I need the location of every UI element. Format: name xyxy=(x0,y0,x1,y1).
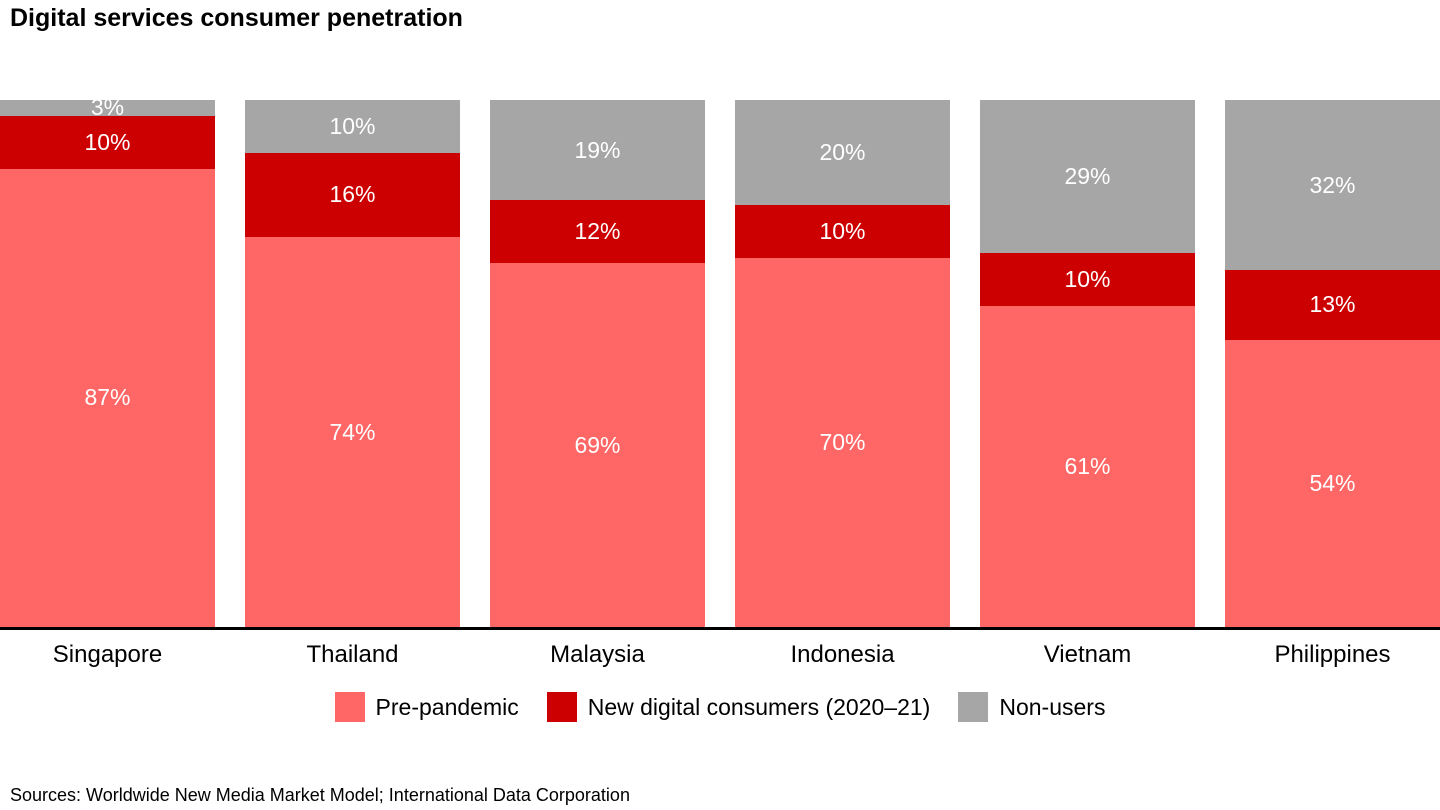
segment-value-label: 74% xyxy=(329,418,376,445)
bar-thailand: 10% 16% 74% xyxy=(245,100,460,627)
sources-note: Sources: Worldwide New Media Market Mode… xyxy=(10,785,630,805)
segment-value-label: 13% xyxy=(1309,291,1356,318)
legend-label: New digital consumers (2020–21) xyxy=(587,693,931,720)
bar-segment: 3% xyxy=(0,96,215,119)
legend-label: Pre-pandemic xyxy=(375,693,519,720)
segment-value-label: 69% xyxy=(574,431,621,458)
bar-segment: 29% xyxy=(980,100,1195,253)
category-labels-row: Singapore Thailand Malaysia Indonesia Vietna… xyxy=(0,641,1440,669)
bar-vietnam: 29% 10% 61% xyxy=(980,100,1195,627)
segment-value-label: 16% xyxy=(329,181,376,208)
category-label: Indonesia xyxy=(790,641,895,668)
category-label: Malaysia xyxy=(550,641,645,668)
segment-value-label: 20% xyxy=(819,139,866,166)
category-label: Vietnam xyxy=(1043,641,1132,668)
bar-segment: 70% xyxy=(735,258,950,627)
legend-item: Pre-pandemic xyxy=(334,692,519,722)
segment-value-label: 10% xyxy=(84,128,131,155)
segment-value-label: 87% xyxy=(84,384,131,411)
legend-item: New digital consumers (2020–21) xyxy=(546,692,931,722)
bar-segment: 32% xyxy=(1225,100,1440,271)
bar-segment: 10% xyxy=(245,100,460,153)
segment-value-label: 70% xyxy=(819,429,866,456)
bar-segment: 20% xyxy=(735,100,950,206)
legend-item: Non-users xyxy=(958,692,1105,722)
bar-segment: 12% xyxy=(490,200,705,264)
x-axis-line xyxy=(0,627,1440,630)
category-label: Thailand xyxy=(306,641,399,668)
segment-value-label: 29% xyxy=(1064,162,1111,189)
category-label: Philippines xyxy=(1274,641,1391,668)
category-label: Singapore xyxy=(52,641,163,668)
segment-value-label: 54% xyxy=(1309,469,1356,496)
bar-segment: 19% xyxy=(490,100,705,201)
segment-value-label: 61% xyxy=(1064,452,1111,479)
legend: Pre-pandemic New digital consumers (2020–… xyxy=(0,692,1440,722)
bar-segment: 61% xyxy=(980,305,1195,627)
bar-segment: 10% xyxy=(735,205,950,259)
stacked-bars-area: 3% 10% 87% 10% 16% 74% 19% 12% 69% 20% 10% 70% 29% 10… xyxy=(0,96,1440,627)
legend-label: Non-users xyxy=(999,693,1106,720)
legend-swatch xyxy=(546,692,577,722)
bar-segment: 10% xyxy=(0,115,215,169)
bar-segment: 87% xyxy=(0,168,215,627)
bar-singapore: 3% 10% 87% xyxy=(0,96,215,627)
bar-indonesia: 20% 10% 70% xyxy=(735,100,950,627)
segment-value-label: 10% xyxy=(329,112,376,139)
legend-swatch xyxy=(334,692,365,722)
bar-segment: 16% xyxy=(245,152,460,238)
bar-philippines: 32% 13% 54% xyxy=(1225,100,1440,627)
bar-segment: 69% xyxy=(490,263,705,627)
segment-value-label: 12% xyxy=(574,218,621,245)
segment-value-label: 32% xyxy=(1309,171,1356,198)
segment-value-label: 3% xyxy=(90,94,125,121)
bar-segment: 54% xyxy=(1225,339,1440,627)
bar-segment: 10% xyxy=(980,252,1195,306)
legend-swatch xyxy=(958,692,989,722)
bar-malaysia: 19% 12% 69% xyxy=(490,100,705,627)
segment-value-label: 10% xyxy=(819,218,866,245)
bar-segment: 74% xyxy=(245,237,460,627)
bar-segment: 13% xyxy=(1225,270,1440,340)
chart-title: Digital services consumer penetration xyxy=(10,4,463,32)
segment-value-label: 10% xyxy=(1064,265,1111,292)
segment-value-label: 19% xyxy=(574,136,621,163)
